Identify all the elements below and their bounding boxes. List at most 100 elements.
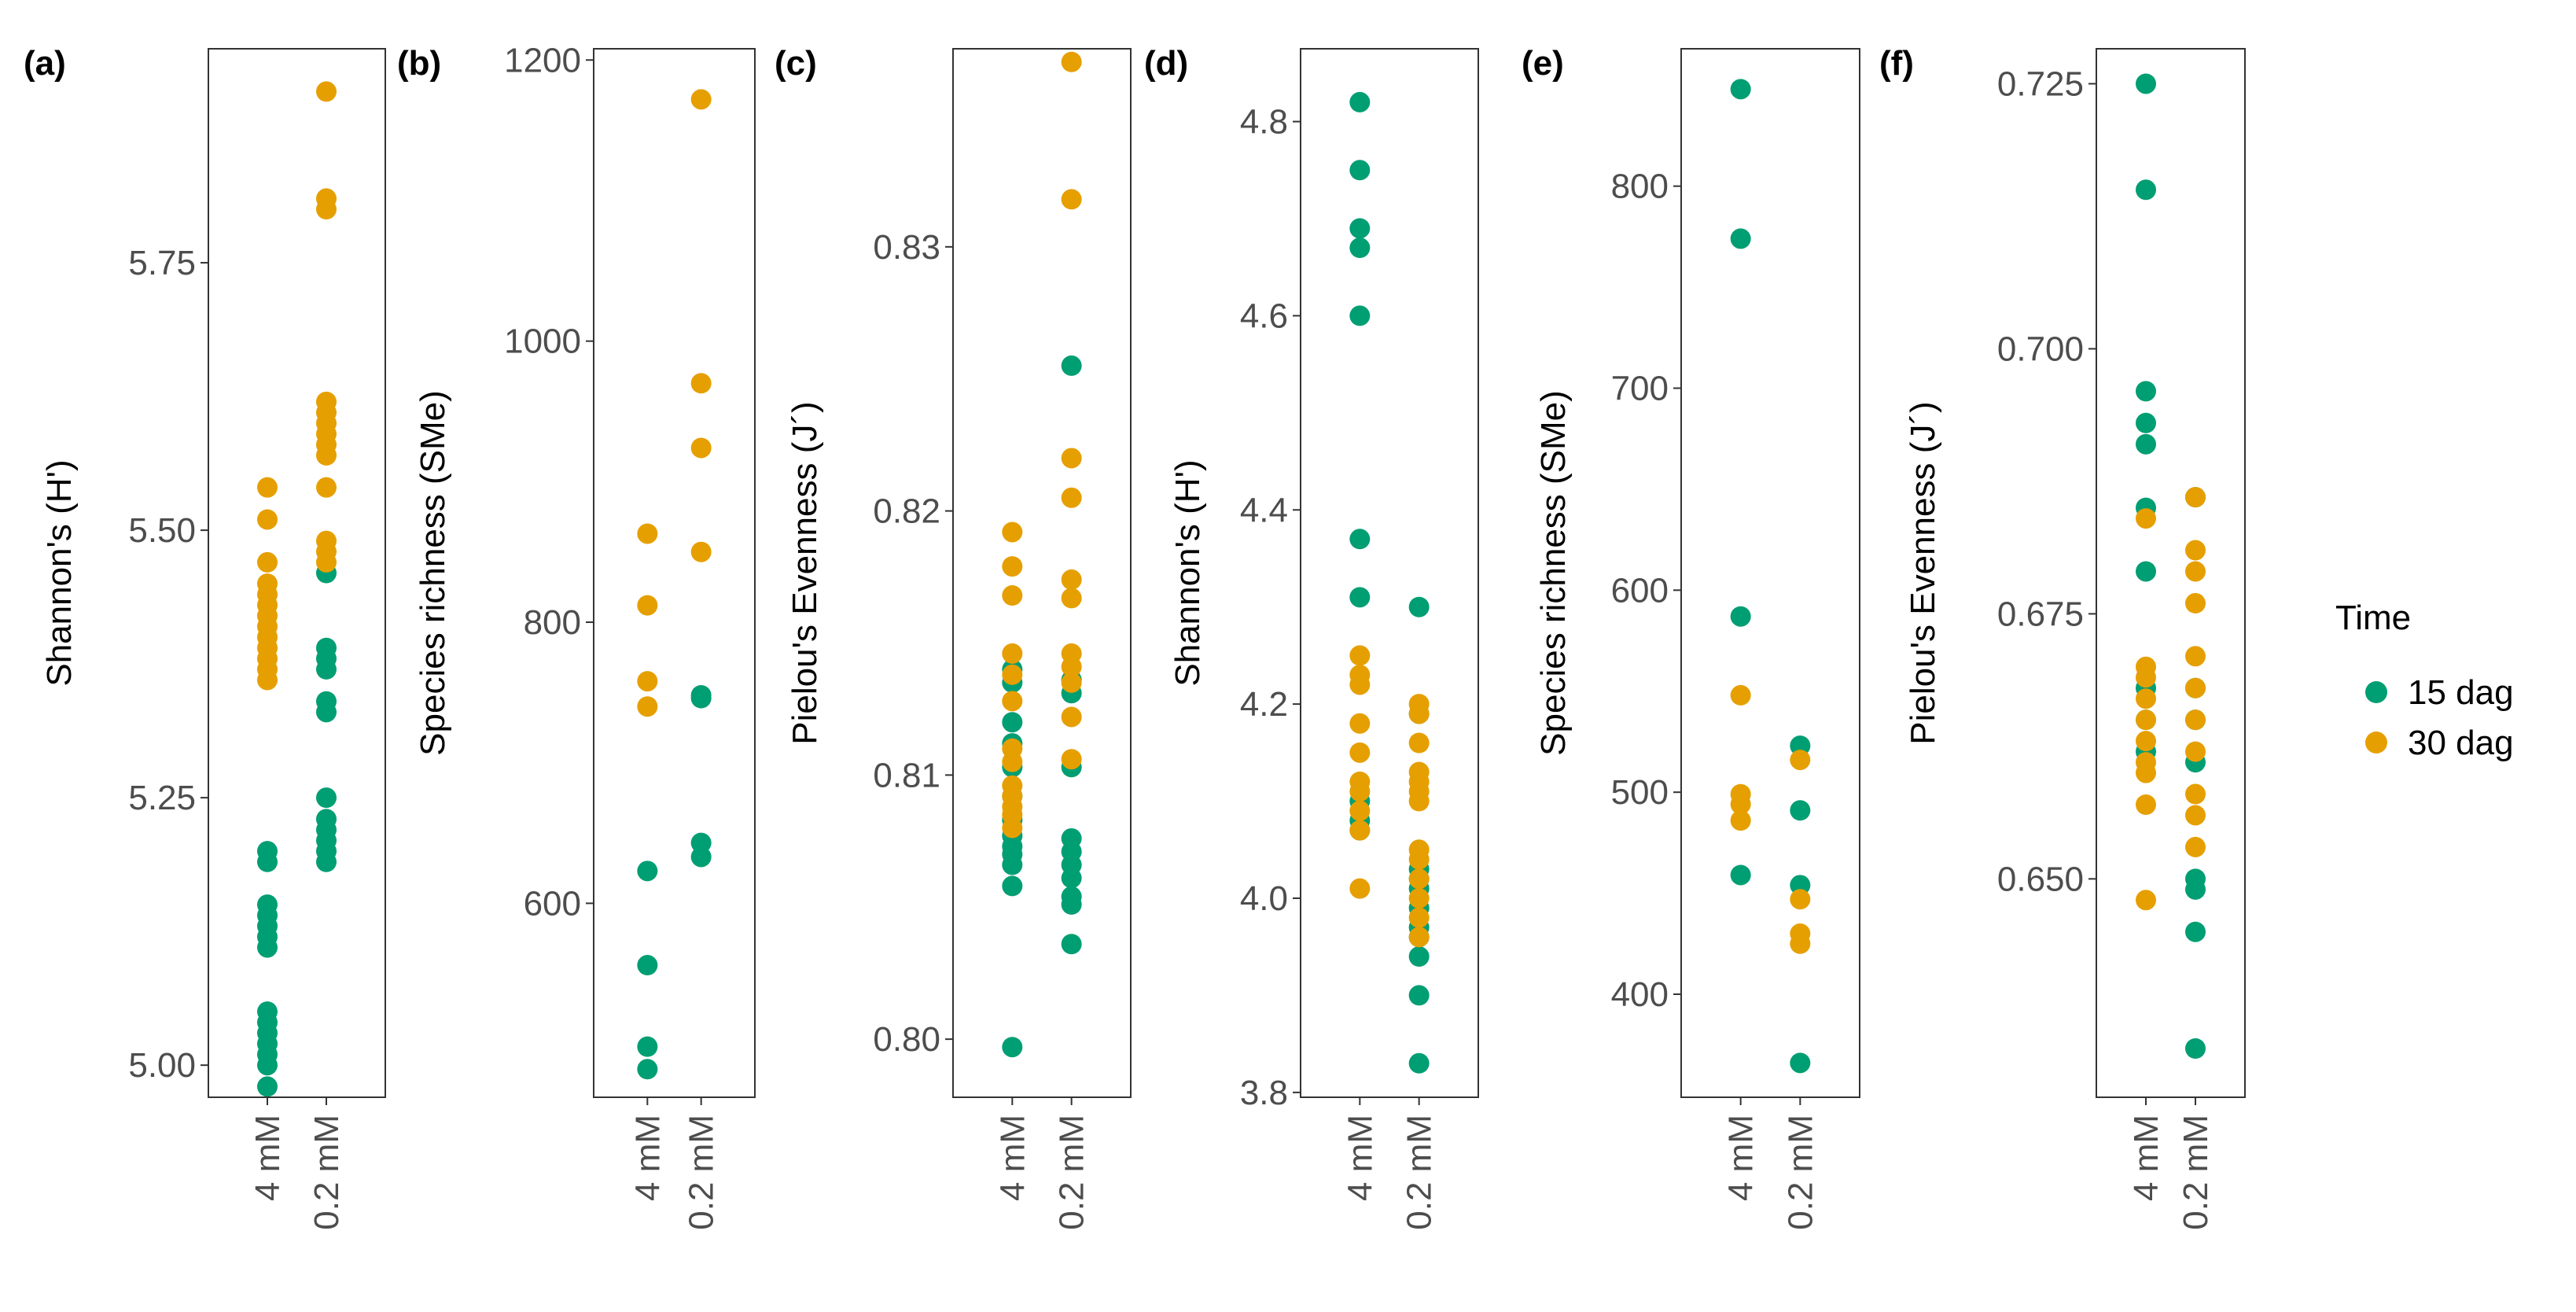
panel-e-point-15-dag [1730, 606, 1751, 627]
panel-f-point-30-dag [2136, 731, 2156, 752]
panel-f-point-30-dag [2185, 540, 2206, 561]
panel-e-point-15-dag [1730, 79, 1751, 100]
panel-e-y-tick-label: 400 [1611, 975, 1669, 1014]
panel-f-point-15-dag [2136, 412, 2156, 433]
panel-d-label: (d) [1144, 44, 1188, 83]
panel-f-point-30-dag [2136, 508, 2156, 529]
panel-c-frame [952, 48, 1132, 1098]
panel-c-point-15-dag [1061, 827, 1082, 849]
panel-b-point-30-dag [690, 373, 712, 394]
panel-f-point-30-dag [2136, 688, 2156, 709]
panel-f-point-15-dag [2136, 381, 2156, 402]
panel-d-point-30-dag [1349, 645, 1371, 666]
panel-a-point-15-dag [316, 637, 337, 658]
panel-d-y-tick-label: 3.8 [1240, 1074, 1288, 1112]
panel-f: (f) Pielou's Evenness (J´) 0.650 0.675 0.700… [1879, 44, 2246, 1230]
panel-b-point-30-dag [637, 595, 658, 616]
panel-a-point-30-dag [257, 477, 278, 498]
panel-c-point-30-dag [1002, 556, 1023, 577]
panel-a-y-tick-label: 5.25 [128, 779, 196, 817]
panel-b-y-axis-title: Species richness (SMe) [414, 390, 452, 756]
panel-a-label: (a) [24, 44, 66, 83]
panel-b: (b) Species richness (SMe) 600 800 1000 1200 4… [397, 41, 756, 1230]
panel-c-point-15-dag [1061, 886, 1082, 907]
panel-e-y-tick-label: 600 [1611, 571, 1669, 610]
panel-d-point-30-dag [1408, 868, 1430, 890]
panel-d-x-tick-label: 0.2 mM [1400, 1115, 1439, 1230]
panel-f-point-30-dag [2185, 709, 2206, 731]
panel-b-point-15-dag [637, 1059, 658, 1080]
panel-f-frame [2096, 48, 2246, 1098]
panel-d-point-15-dag [1408, 985, 1430, 1006]
panel-f-label: (f) [1879, 44, 1914, 83]
panel-c-point-30-dag [1061, 448, 1082, 469]
panel-e-y-axis-title: Species richness (SMe) [1534, 390, 1573, 756]
panel-b-point-15-dag [637, 861, 658, 882]
panel-a-y-tick-label: 5.50 [128, 511, 196, 550]
panel-e: (e) Species richness (SMe) 400 500 600 700 800… [1522, 44, 1860, 1230]
panel-f-x-tick-label: 0.2 mM [2177, 1115, 2215, 1230]
panel-c-point-30-dag [1061, 487, 1082, 508]
panel-b-y-tick-label: 1000 [504, 322, 581, 361]
panel-e-point-15-dag [1790, 875, 1811, 896]
panel-c-point-30-dag [1002, 775, 1023, 796]
panel-d-point-30-dag [1408, 887, 1430, 908]
panel-d-point-30-dag [1408, 761, 1430, 783]
panel-b-point-30-dag [637, 696, 658, 717]
legend-key-15-dag [2365, 681, 2387, 703]
panel-b-y-tick-label: 1200 [504, 41, 581, 79]
panel-c-point-30-dag [1061, 706, 1082, 728]
panel-d-point-30-dag [1349, 713, 1371, 734]
panel-f-point-30-dag [2185, 646, 2206, 667]
panel-a: (a) Shannon's (H') 5.00 5.25 5.50 5.75 4 mM 0.2… [24, 44, 386, 1230]
panel-a-point-30-dag [316, 81, 337, 102]
panel-b-point-30-dag [690, 89, 712, 110]
panel-f-point-30-dag [2185, 741, 2206, 762]
panel-c-point-30-dag [1002, 664, 1023, 685]
panel-c-point-30-dag [1061, 749, 1082, 770]
panel-d-point-30-dag [1408, 694, 1430, 715]
panel-c-point-15-dag [1061, 355, 1082, 376]
panel-b-frame [593, 48, 756, 1098]
panel-c-point-15-dag [1061, 934, 1082, 955]
panel-f-x-tick-label: 4 mM [2127, 1115, 2166, 1201]
panel-f-y-tick-label: 0.700 [1997, 330, 2084, 368]
panel-d-y-tick-label: 4.2 [1240, 685, 1288, 724]
panel-e-x-tick-label: 4 mM [1722, 1115, 1761, 1201]
panel-e-x-tick-label: 0.2 mM [1781, 1115, 1820, 1230]
panel-f-point-30-dag [2136, 890, 2156, 911]
panel-f-point-30-dag [2185, 592, 2206, 614]
panel-f-point-30-dag [2136, 709, 2156, 731]
panel-d-point-30-dag [1408, 907, 1430, 928]
panel-f-y-tick-label: 0.650 [1997, 860, 2084, 898]
panel-b-x-tick-label: 0.2 mM [683, 1115, 721, 1230]
panel-a-x-tick-label: 4 mM [248, 1115, 287, 1201]
panel-d-point-15-dag [1349, 218, 1371, 239]
panel-e-point-15-dag [1730, 228, 1751, 249]
panel-a-point-30-dag [257, 551, 278, 573]
panel-f-point-30-dag [2136, 752, 2156, 773]
panel-d-point-15-dag [1349, 238, 1371, 259]
panel-d-y-tick-label: 4.6 [1240, 297, 1288, 335]
panel-c-x-tick-label: 0.2 mM [1053, 1115, 1091, 1230]
panel-a-point-15-dag [257, 894, 278, 916]
panel-c-point-30-dag [1002, 585, 1023, 606]
panel-f-point-15-dag [2136, 179, 2156, 201]
panel-e-y-tick-label: 700 [1611, 369, 1669, 407]
panel-d-frame [1300, 48, 1479, 1098]
panel-b-y-tick-label: 600 [524, 884, 581, 923]
panel-c-point-15-dag [1002, 712, 1023, 733]
panel-c-point-30-dag [1002, 643, 1023, 664]
panel-b-point-15-dag [690, 832, 712, 853]
panel-e-point-15-dag [1790, 800, 1811, 821]
panel-b-point-30-dag [690, 437, 712, 459]
panel-c-y-tick-label: 0.82 [873, 492, 940, 531]
panel-e-point-15-dag [1730, 864, 1751, 886]
panel-d-point-30-dag [1349, 820, 1371, 841]
panel-e-point-30-dag [1730, 810, 1751, 831]
panel-f-point-30-dag [2136, 656, 2156, 677]
panel-b-point-15-dag [637, 1036, 658, 1057]
panel-a-point-15-dag [316, 787, 337, 809]
panel-d-point-30-dag [1349, 665, 1371, 686]
panel-a-point-15-dag [316, 691, 337, 712]
